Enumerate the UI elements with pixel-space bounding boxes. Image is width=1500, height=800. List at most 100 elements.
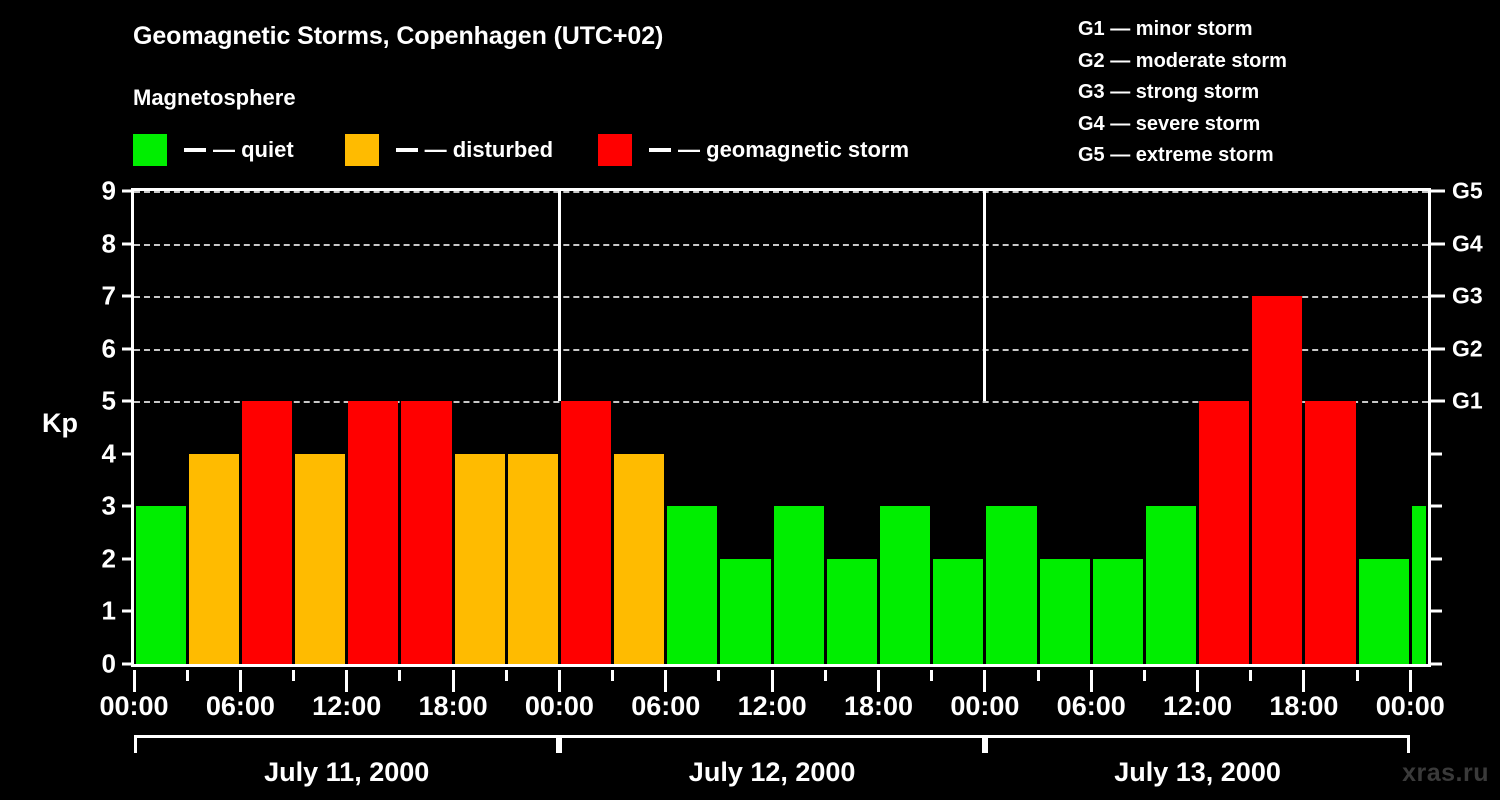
- x-tick-12h: [345, 670, 349, 692]
- x-tick-label-42h: 18:00: [843, 691, 914, 721]
- x-tick-24h: [557, 670, 561, 692]
- x-tick-label-0h: 00:00: [99, 691, 169, 721]
- x-tick-72h: [1408, 670, 1412, 692]
- x-tick-label-72h: 00:00: [1375, 691, 1445, 721]
- x-tick-30h: [664, 670, 668, 692]
- bar-series: [134, 191, 1428, 664]
- g-tick-mark-G2: [1431, 347, 1445, 351]
- g-axis-minor-tick-2: [1431, 557, 1442, 561]
- x-tick-label-12h: 12:00: [312, 691, 382, 721]
- g-scale-row-g4: G4 — severe storm: [1078, 112, 1261, 135]
- x-tick-36h: [770, 670, 774, 692]
- x-tick-label-48h: 00:00: [950, 691, 1020, 721]
- color-legend: — quiet — disturbed — geomagnetic storm: [133, 133, 909, 167]
- y-tick-mark-8: [122, 242, 134, 246]
- bar: [1252, 296, 1303, 664]
- x-tick-label-60h: 12:00: [1163, 691, 1233, 721]
- legend-item-disturbed: — disturbed: [344, 133, 553, 167]
- bar: [1145, 506, 1197, 664]
- bar: [720, 558, 771, 664]
- bar: [454, 453, 505, 664]
- bar: [933, 558, 984, 664]
- watermark: xras.ru: [1402, 759, 1489, 787]
- bar: [401, 401, 452, 664]
- x-tick-69h: [1355, 670, 1359, 681]
- bar: [507, 453, 558, 664]
- g-tick-label-G3: G3: [1452, 282, 1483, 309]
- y-tick-label-5: 5: [101, 385, 116, 416]
- g-axis-minor-tick-4: [1431, 452, 1442, 456]
- x-tick-42h: [876, 670, 880, 692]
- bar: [667, 506, 718, 664]
- bar: [614, 453, 665, 664]
- x-tick-label-36h: 12:00: [737, 691, 807, 721]
- day-bracket-1: [134, 735, 560, 753]
- g-axis-minor-tick-3: [1431, 504, 1442, 508]
- gridline-kp-7: [134, 296, 1428, 299]
- g-tick-label-G4: G4: [1452, 230, 1483, 257]
- y-tick-label-6: 6: [101, 333, 116, 364]
- legend-label-quiet: — quiet: [213, 137, 294, 162]
- g-tick-label-G1: G1: [1452, 387, 1483, 414]
- legend-label-storm: — geomagnetic storm: [678, 137, 910, 162]
- x-tick-21h: [504, 670, 508, 681]
- x-tick-6h: [238, 670, 242, 692]
- day-label-3: July 13, 2000: [1114, 757, 1281, 787]
- x-tick-label-24h: 00:00: [524, 691, 594, 721]
- x-tick-15h: [398, 670, 402, 681]
- gridline-kp-5: [134, 401, 1428, 404]
- day-bracket-2: [559, 735, 985, 753]
- x-tick-39h: [823, 670, 827, 681]
- chart-subtitle: Magnetosphere: [133, 85, 296, 110]
- x-tick-9h: [292, 670, 296, 681]
- bar: [1305, 401, 1356, 664]
- y-tick-mark-5: [122, 399, 134, 403]
- legend-dash-storm: [649, 148, 672, 152]
- bar: [1358, 558, 1409, 664]
- x-tick-label-66h: 18:00: [1269, 691, 1339, 721]
- x-tick-label-54h: 06:00: [1056, 691, 1126, 721]
- x-tick-54h: [1089, 670, 1093, 692]
- g-tick-mark-G1: [1431, 399, 1445, 403]
- g-scale-legend: G1 — minor storm G2 — moderate storm G3 …: [1078, 14, 1287, 172]
- y-tick-mark-6: [122, 347, 134, 351]
- x-tick-66h: [1302, 670, 1306, 692]
- day-separator-1: [557, 191, 561, 402]
- y-tick-mark-9: [122, 189, 134, 193]
- legend-swatch-storm: [598, 134, 633, 166]
- g-tick-mark-G4: [1431, 242, 1445, 246]
- y-tick-label-0: 0: [101, 648, 116, 679]
- y-tick-mark-3: [122, 504, 134, 508]
- x-tick-label-18h: 18:00: [418, 691, 488, 721]
- plot-inner: [134, 191, 1428, 664]
- y-axis-label: Kp: [42, 408, 78, 438]
- x-tick-label-6h: 06:00: [205, 691, 275, 721]
- legend-dash-quiet: [184, 148, 206, 152]
- x-tick-45h: [930, 670, 934, 681]
- bar: [1039, 558, 1090, 664]
- g-tick-mark-G5: [1431, 189, 1445, 193]
- g-tick-label-G2: G2: [1452, 335, 1483, 362]
- x-tick-label-30h: 06:00: [631, 691, 701, 721]
- bar: [295, 453, 346, 664]
- y-tick-mark-1: [122, 609, 134, 613]
- x-tick-57h: [1142, 670, 1146, 681]
- bar: [1199, 401, 1250, 664]
- bar: [1092, 558, 1143, 664]
- bar: [135, 506, 186, 664]
- x-tick-18h: [451, 670, 455, 692]
- y-tick-label-7: 7: [101, 280, 116, 311]
- legend-dash-disturbed: [395, 148, 418, 152]
- x-tick-3h: [185, 670, 189, 681]
- y-tick-mark-2: [122, 557, 134, 561]
- day-label-2: July 12, 2000: [688, 757, 856, 787]
- x-tick-51h: [1036, 670, 1040, 681]
- gridline-kp-9: [134, 191, 1428, 193]
- g-scale-row-g5: G5 — extreme storm: [1078, 144, 1274, 166]
- legend-item-storm: — geomagnetic storm: [598, 133, 909, 167]
- legend-swatch-disturbed: [344, 134, 379, 166]
- day-bracket-3: [984, 735, 1411, 753]
- y-tick-label-4: 4: [101, 438, 116, 469]
- bar: [560, 401, 612, 664]
- y-tick-mark-0: [122, 662, 134, 666]
